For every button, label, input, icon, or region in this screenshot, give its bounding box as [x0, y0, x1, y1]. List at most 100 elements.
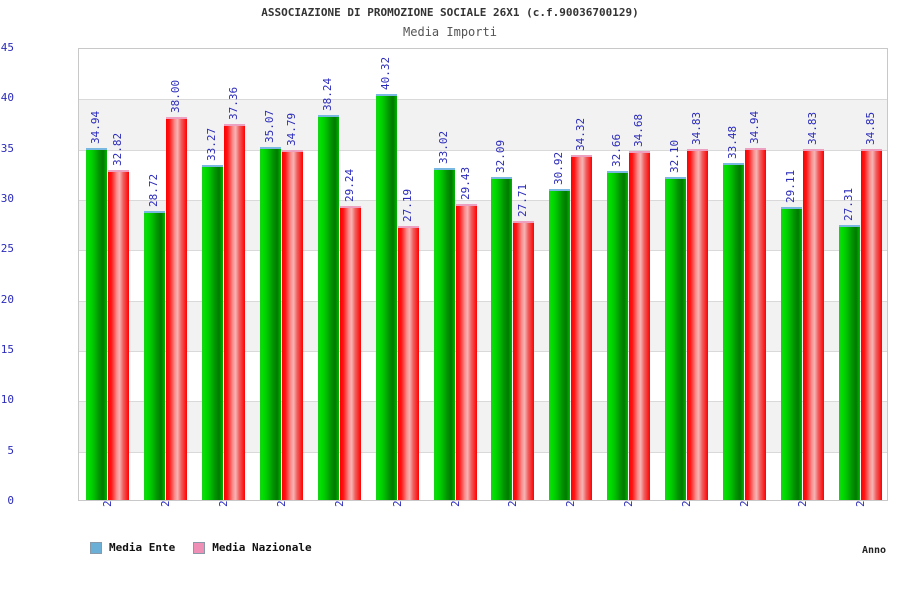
bar-media-ente[interactable]: [86, 148, 108, 500]
bar-value-label: 34.83: [805, 112, 819, 146]
bar-group: 33.27 37.36: [202, 49, 246, 500]
y-axis-tick-label: 15: [0, 343, 14, 356]
legend-swatch-icon: [193, 541, 206, 554]
bar-media-nazionale[interactable]: [629, 150, 651, 500]
bar-value-label: 34.85: [863, 112, 877, 146]
bar-value-label: 35.07: [263, 109, 276, 143]
bar-media-nazionale[interactable]: [744, 148, 766, 500]
legend-label: Media Ente: [109, 541, 176, 554]
bar-value-label: 34.94: [747, 111, 761, 145]
bar-media-ente[interactable]: [665, 176, 686, 500]
bar-media-ente[interactable]: [838, 225, 860, 500]
legend-item-media-ente[interactable]: Media Ente: [90, 541, 175, 554]
bar-value-label: 38.00: [169, 80, 183, 114]
bar-value-label: 34.79: [285, 112, 298, 146]
bar-group: 28.72 38.00: [144, 49, 188, 500]
bar-group: 35.07 34.79: [260, 49, 303, 500]
gridline: [79, 200, 887, 201]
bar-value-label: 33.27: [205, 127, 219, 162]
bar-value-label: 27.19: [400, 189, 414, 223]
bar-value-label: 28.72: [147, 173, 161, 207]
gridline: [79, 451, 887, 453]
bar-media-nazionale[interactable]: [224, 123, 246, 500]
bar-group: 32.10 34.83: [665, 49, 708, 500]
bar-value-label: 32.82: [111, 132, 125, 166]
bar-media-ente[interactable]: [722, 162, 744, 500]
legend-label: Media Nazionale: [212, 541, 312, 554]
bar-group: 29.11 34.83: [780, 49, 824, 500]
bar-media-nazionale[interactable]: [687, 149, 708, 500]
bar-value-label: 34.32: [574, 117, 588, 151]
y-axis-tick-label: 45: [0, 41, 14, 54]
gridline: [79, 300, 887, 302]
gridline: [79, 99, 887, 101]
bar-media-ente[interactable]: [491, 176, 513, 500]
bar-group: 33.02 29.43: [433, 49, 477, 500]
bar-value-label: 33.02: [436, 130, 450, 164]
bar-group: 30.92 34.32: [549, 49, 593, 500]
bar-media-ente[interactable]: [375, 94, 397, 500]
bar-value-label: 34.68: [632, 113, 646, 147]
bar-group: 32.66 34.68: [607, 49, 651, 500]
bar-media-ente[interactable]: [260, 146, 281, 500]
bar-group: 38.24 29.24: [317, 49, 361, 500]
bar-group: 27.31 34.85: [838, 49, 882, 500]
bar-value-label: 33.48: [725, 125, 739, 159]
bar-value-label: 29.24: [342, 168, 356, 202]
bar-value-label: 32.66: [610, 134, 624, 168]
bar-group: 32.09 27.71: [491, 49, 535, 500]
bar-media-ente[interactable]: [202, 165, 224, 500]
bar-value-label: 40.32: [378, 57, 392, 91]
bar-media-ente[interactable]: [317, 115, 339, 500]
bar-media-nazionale[interactable]: [108, 169, 130, 500]
bar-group: 34.94 32.82: [86, 49, 130, 500]
chart-subtitle: Media Importi: [403, 25, 497, 39]
bar-media-ente[interactable]: [433, 167, 455, 500]
bar-value-label: 30.92: [552, 151, 566, 185]
plot-area: 34.94 32.82 28.72 38.00 33.27 37.36 35.07 34.79…: [78, 48, 888, 501]
bar-media-ente[interactable]: [607, 171, 629, 500]
y-axis-tick-label: 35: [0, 141, 14, 155]
bar-group: 40.32 27.19: [375, 49, 419, 500]
bar-media-nazionale[interactable]: [397, 226, 419, 500]
bar-media-nazionale[interactable]: [802, 149, 824, 500]
bar-value-label: 38.24: [320, 77, 334, 112]
bar-value-label: 29.43: [458, 166, 472, 200]
y-axis-tick-label: 30: [0, 192, 14, 205]
bar-group: 33.48 34.94: [722, 49, 766, 500]
y-axis-tick-label: 0: [7, 494, 14, 507]
bar-media-ente[interactable]: [780, 206, 802, 500]
y-axis-tick-label: 25: [0, 242, 14, 256]
bar-value-label: 29.11: [783, 169, 797, 203]
y-axis-tick-label: 10: [0, 393, 14, 407]
bar-value-label: 27.31: [841, 187, 855, 222]
chart-title: ASSOCIAZIONE DI PROMOZIONE SOCIALE 26X1 …: [261, 6, 639, 19]
bar-media-ente[interactable]: [144, 210, 166, 500]
bar-media-ente[interactable]: [549, 188, 571, 500]
legend-swatch-icon: [90, 541, 102, 554]
y-axis-tick-label: 5: [7, 443, 14, 457]
y-axis-tick-label: 20: [0, 292, 14, 306]
chart-legend: Media Ente Media Nazionale: [90, 541, 312, 554]
bar-media-nazionale[interactable]: [339, 205, 361, 500]
bar-value-label: 37.36: [227, 86, 241, 120]
bar-value-label: 34.94: [89, 111, 103, 145]
bar-value-label: 34.83: [690, 112, 703, 146]
bar-media-nazionale[interactable]: [282, 149, 303, 500]
gridline: [79, 351, 887, 352]
bar-value-label: 32.10: [668, 139, 681, 173]
gridline: [79, 149, 887, 151]
bar-media-nazionale[interactable]: [860, 149, 882, 500]
bar-media-nazionale[interactable]: [513, 221, 535, 500]
bar-media-nazionale[interactable]: [455, 203, 477, 500]
bar-value-label: 32.09: [494, 139, 508, 173]
x-axis-label: Anno: [862, 545, 887, 556]
gridline: [79, 250, 887, 252]
bar-media-nazionale[interactable]: [571, 154, 593, 500]
y-axis-tick-label: 40: [0, 91, 14, 105]
grid-band: [79, 99, 887, 150]
legend-item-media-nazionale[interactable]: Media Nazionale: [193, 541, 312, 554]
bar-value-label: 27.71: [516, 183, 530, 218]
bar-media-nazionale[interactable]: [166, 117, 188, 500]
